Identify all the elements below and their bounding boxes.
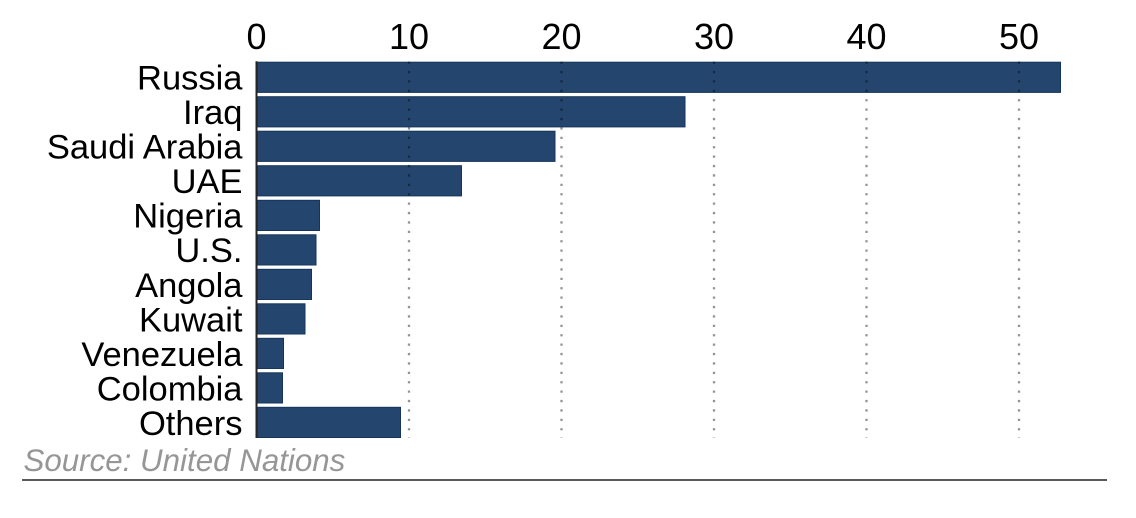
svg-text:Venezuela: Venezuela [81, 336, 243, 374]
svg-text:30: 30 [694, 16, 734, 57]
svg-text:Source: United Nations: Source: United Nations [24, 443, 346, 478]
svg-text:50: 50 [999, 16, 1039, 57]
svg-text:Others: Others [139, 405, 243, 443]
svg-text:0: 0 [246, 16, 266, 57]
svg-text:40: 40 [846, 16, 886, 57]
svg-text:Kuwait: Kuwait [139, 301, 243, 339]
svg-text:Iraq: Iraq [183, 94, 242, 132]
svg-text:10: 10 [389, 16, 429, 57]
svg-text:20: 20 [541, 16, 581, 57]
svg-text:UAE: UAE [172, 163, 243, 201]
svg-text:Nigeria: Nigeria [133, 198, 243, 236]
svg-text:Saudi Arabia: Saudi Arabia [47, 129, 243, 167]
svg-text:U.S.: U.S. [175, 232, 242, 270]
svg-text:Russia: Russia [137, 60, 243, 98]
svg-text:Angola: Angola [135, 267, 243, 305]
svg-text:Colombia: Colombia [97, 370, 244, 408]
